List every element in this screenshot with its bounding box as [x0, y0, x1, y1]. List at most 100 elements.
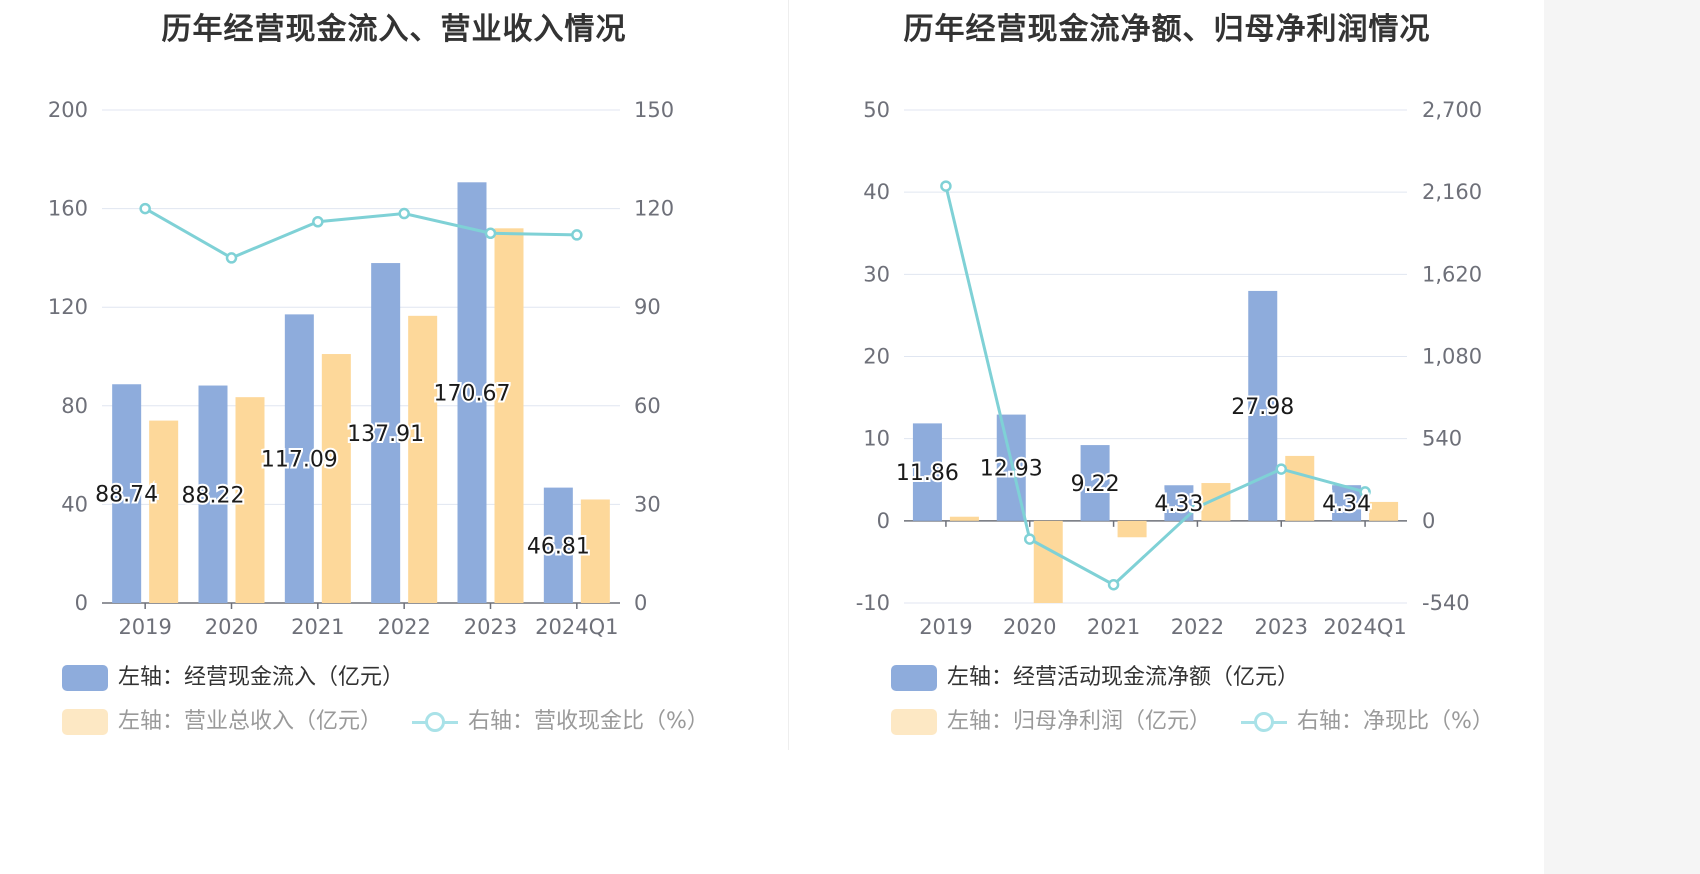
x-tick-label: 2023 [1255, 615, 1308, 639]
legend-orange-swatch [891, 709, 937, 735]
bar-blue [543, 487, 573, 603]
y-left-tick-label: 40 [863, 180, 890, 204]
bar-blue [912, 423, 942, 521]
bar-blue [284, 314, 314, 603]
y-right-tick-label: 90 [634, 295, 661, 319]
left-chart-panel: 历年经营现金流入、营业收入情况 0 0 40 30 80 60 120 90 160 120 200… [0, 0, 788, 760]
line-point [940, 180, 952, 192]
y-right-tick-label: 2,700 [1422, 98, 1482, 122]
bar-orange [1033, 520, 1063, 603]
line-point [225, 252, 238, 264]
x-tick-label: 2022 [1171, 615, 1224, 639]
legend-label: 左轴：经营活动现金流净额（亿元） [947, 665, 1300, 690]
y-left-tick-label: 200 [48, 98, 88, 122]
bar-data-label: 12.93 [980, 457, 1043, 482]
legend-label: 右轴：营收现金比（%） [468, 709, 709, 734]
legend-label: 左轴：营业总收入（亿元） [118, 709, 383, 734]
bar-blue [457, 182, 487, 603]
line-point [312, 215, 324, 228]
left-chart-title: 历年经营现金流入、营业收入情况 [161, 12, 627, 47]
legend-label: 右轴：净现比（%） [1297, 709, 1494, 734]
y-left-tick-label: 80 [61, 394, 88, 418]
bar-orange [949, 516, 979, 521]
legend-label: 左轴：经营现金流入（亿元） [118, 665, 405, 690]
bar-orange [235, 397, 265, 603]
y-left-tick-label: 120 [48, 295, 88, 319]
line-point [571, 229, 583, 241]
line-point [1275, 463, 1287, 475]
y-left-tick-label: 0 [877, 509, 890, 533]
y-right-tick-label: 540 [1422, 427, 1462, 451]
right-legend-row-1: 左轴：经营活动现金流净额（亿元） [891, 664, 1299, 692]
legend-blue-swatch [891, 665, 937, 691]
bar-data-label: 4.34 [1322, 492, 1371, 517]
right-blank-area [1544, 0, 1700, 874]
right-chart-plot: -10 -540 0 0 10 540 20 1,080 30 1,620 40 2,160 50 2,7… [856, 98, 1482, 639]
y-right-tick-label: -540 [1422, 591, 1470, 615]
bar-orange [1285, 455, 1315, 521]
line-point [398, 207, 410, 220]
line-point [1107, 578, 1120, 591]
bar-orange [580, 499, 610, 603]
x-tick-label: 2020 [1003, 615, 1056, 639]
left-chart-plot: 0 0 40 30 80 60 120 90 160 120 200 150 2019 2020 2021 2… [48, 98, 674, 639]
bar-data-label: 137.91 [347, 422, 424, 447]
series-line [944, 185, 1366, 587]
y-left-tick-label: -10 [856, 591, 890, 615]
bar-blue [112, 384, 142, 603]
y-left-tick-label: 160 [48, 197, 88, 221]
x-tick-label: 2021 [1087, 615, 1140, 639]
bar-data-label: 88.74 [95, 483, 158, 508]
y-left-tick-label: 40 [61, 492, 88, 516]
bar-data-label: 117.09 [261, 448, 338, 473]
bar-data-label: 9.22 [1071, 472, 1120, 497]
y-right-tick-label: 60 [634, 394, 661, 418]
bar-orange [149, 420, 179, 603]
y-right-tick-label: 120 [634, 197, 674, 221]
y-left-tick-label: 10 [863, 427, 890, 451]
legend-line-swatch [412, 709, 459, 735]
legend-blue-swatch [62, 665, 108, 691]
right-chart-panel: 历年经营现金流净额、归母净利润情况 -10 -540 0 0 10 540 20 1,080 3… [790, 0, 1544, 760]
legend-line-swatch [1241, 709, 1288, 735]
y-right-tick-label: 30 [634, 492, 661, 516]
bar-orange [321, 354, 351, 603]
x-tick-label: 2022 [377, 615, 430, 639]
left-legend-row-2: 左轴：营业总收入（亿元） 右轴：营收现金比（%） [62, 708, 709, 736]
bar-blue [1332, 485, 1362, 521]
right-chart-title: 历年经营现金流净额、归母净利润情况 [903, 12, 1431, 47]
bar-data-label: 170.67 [434, 382, 511, 407]
bar-blue [1080, 445, 1110, 521]
x-tick-label: 2021 [291, 615, 344, 639]
y-left-tick-label: 30 [863, 262, 890, 286]
y-right-tick-label: 2,160 [1422, 180, 1482, 204]
x-tick-label: 2020 [205, 615, 258, 639]
y-right-tick-label: 1,620 [1422, 262, 1482, 286]
bar-blue [371, 263, 401, 603]
line-point [1359, 486, 1371, 498]
panel-divider [788, 0, 789, 750]
bar-data-label: 11.86 [896, 461, 959, 486]
left-legend-row-1: 左轴：经营现金流入（亿元） [62, 664, 404, 692]
line-point [484, 227, 497, 239]
y-right-tick-label: 150 [634, 98, 674, 122]
line-point [139, 202, 151, 215]
y-right-tick-label: 0 [634, 591, 647, 615]
y-right-tick-label: 1,080 [1422, 345, 1482, 369]
x-tick-label: 2019 [919, 615, 972, 639]
bar-orange [1117, 520, 1147, 538]
line-point [1191, 501, 1204, 513]
y-left-tick-label: 50 [863, 98, 890, 122]
x-tick-label: 2024Q1 [1323, 615, 1406, 639]
bar-data-label: 4.33 [1154, 492, 1203, 517]
bar-blue [198, 385, 228, 603]
y-left-tick-label: 0 [75, 591, 88, 615]
line-point [1024, 533, 1036, 545]
bar-data-label: 27.98 [1231, 395, 1294, 420]
series-line [144, 207, 577, 260]
legend-label: 左轴：归母净利润（亿元） [947, 709, 1212, 734]
right-legend-row-2: 左轴：归母净利润（亿元） 右轴：净现比（%） [891, 708, 1494, 736]
x-tick-label: 2024Q1 [535, 615, 618, 639]
x-tick-label: 2019 [118, 615, 171, 639]
y-right-tick-label: 0 [1422, 509, 1435, 533]
